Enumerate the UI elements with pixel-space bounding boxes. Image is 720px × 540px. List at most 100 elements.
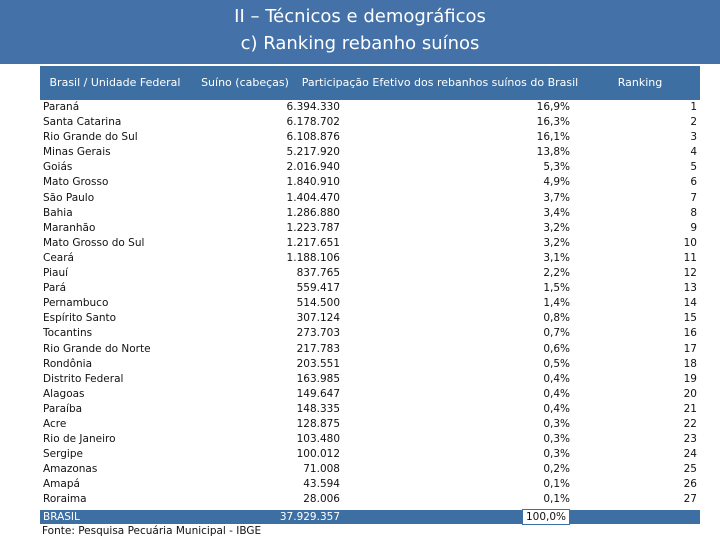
table-row: Pernambuco 514.500 1,4% 14 — [40, 296, 700, 311]
table-row: Rio Grande do Norte 217.783 0,6% 17 — [40, 342, 700, 357]
table-row: Minas Gerais 5.217.920 13,8% 4 — [40, 145, 700, 160]
cell-ranking: 7 — [690, 191, 697, 204]
cell-state: Mato Grosso — [43, 176, 109, 189]
table-row: Alagoas 149.647 0,4% 20 — [40, 387, 700, 402]
table-row: Tocantins 273.703 0,7% 16 — [40, 326, 700, 341]
cell-state: Paraíba — [43, 402, 83, 415]
cell-state: Goiás — [43, 161, 73, 174]
slide-title: II – Técnicos e demográficos — [234, 6, 486, 27]
cell-suino: 837.765 — [296, 267, 340, 280]
cell-suino: 203.551 — [296, 357, 340, 370]
cell-ranking: 10 — [683, 236, 697, 249]
cell-participation: 16,9% — [536, 101, 570, 113]
cell-participation: 0,8% — [543, 312, 570, 325]
total-label: BRASIL — [43, 511, 80, 523]
table-row: São Paulo 1.404.470 3,7% 7 — [40, 191, 700, 206]
cell-state: Alagoas — [43, 387, 85, 400]
cell-state: Rondônia — [43, 357, 92, 370]
cell-participation: 16,1% — [536, 131, 570, 144]
cell-state: Maranhão — [43, 221, 96, 234]
cell-state: Rio Grande do Norte — [43, 342, 151, 355]
cell-ranking: 25 — [683, 463, 697, 476]
table-row: Pará 559.417 1,5% 13 — [40, 281, 700, 296]
cell-state: Bahia — [43, 206, 73, 219]
cell-ranking: 6 — [690, 176, 697, 189]
cell-ranking: 9 — [690, 221, 697, 234]
slide-subtitle: c) Ranking rebanho suínos — [240, 33, 480, 54]
cell-state: Distrito Federal — [43, 372, 124, 385]
cell-participation: 3,7% — [543, 191, 570, 204]
cell-ranking: 12 — [683, 267, 697, 280]
cell-state: Roraima — [43, 493, 87, 506]
cell-participation: 0,3% — [543, 448, 570, 461]
table-row: Espírito Santo 307.124 0,8% 15 — [40, 311, 700, 326]
slide-header: II – Técnicos e demográficos c) Ranking … — [0, 0, 720, 64]
cell-ranking: 21 — [683, 402, 697, 415]
cell-suino: 43.594 — [303, 478, 340, 491]
column-header-state: Brasil / Unidade Federal — [40, 66, 190, 100]
cell-state: São Paulo — [43, 191, 95, 204]
table-row: Amazonas 71.008 0,2% 25 — [40, 462, 700, 477]
cell-suino: 1.188.106 — [286, 251, 340, 264]
table-row: Roraima 28.006 0,1% 27 — [40, 492, 700, 507]
cell-state: Pernambuco — [43, 297, 109, 310]
table-row: Paraíba 148.335 0,4% 21 — [40, 402, 700, 417]
cell-suino: 307.124 — [296, 312, 340, 325]
cell-ranking: 11 — [683, 251, 697, 264]
cell-participation: 4,9% — [543, 176, 570, 189]
table-row: Rondônia 203.551 0,5% 18 — [40, 357, 700, 372]
cell-ranking: 27 — [683, 493, 697, 506]
table-row: Goiás 2.016.940 5,3% 5 — [40, 160, 700, 175]
cell-participation: 3,2% — [543, 221, 570, 234]
cell-state: Espírito Santo — [43, 312, 117, 325]
cell-suino: 5.217.920 — [286, 146, 340, 159]
cell-participation: 0,2% — [543, 463, 570, 476]
cell-suino: 149.647 — [296, 387, 340, 400]
table-row: Bahia 1.286.880 3,4% 8 — [40, 206, 700, 221]
table-row: Mato Grosso 1.840.910 4,9% 6 — [40, 175, 700, 190]
cell-state: Rio de Janeiro — [43, 433, 116, 446]
cell-participation: 3,1% — [543, 251, 570, 264]
cell-state: Tocantins — [43, 327, 93, 340]
cell-state: Amazonas — [43, 463, 98, 476]
cell-suino: 128.875 — [296, 417, 340, 430]
total-suino: 37.929.357 — [279, 511, 340, 523]
total-row: BRASIL 37.929.357 100,0% — [40, 509, 700, 525]
cell-ranking: 20 — [683, 387, 697, 400]
cell-suino: 100.012 — [296, 448, 340, 461]
cell-participation: 16,3% — [536, 116, 570, 129]
column-header-ranking: Ranking — [580, 66, 700, 100]
table-row: Amapá 43.594 0,1% 26 — [40, 477, 700, 492]
cell-suino: 217.783 — [296, 342, 340, 355]
table-row: Piauí 837.765 2,2% 12 — [40, 266, 700, 281]
table-row: Rio de Janeiro 103.480 0,3% 23 — [40, 432, 700, 447]
cell-participation: 5,3% — [543, 161, 570, 174]
table-row: Mato Grosso do Sul 1.217.651 3,2% 10 — [40, 236, 700, 251]
cell-suino: 1.217.651 — [286, 236, 340, 249]
cell-state: Amapá — [43, 478, 80, 491]
table-row: Rio Grande do Sul 6.108.876 16,1% 3 — [40, 130, 700, 145]
cell-ranking: 3 — [690, 131, 697, 144]
cell-state: Minas Gerais — [43, 146, 111, 159]
cell-suino: 28.006 — [303, 493, 340, 506]
cell-ranking: 4 — [690, 146, 697, 159]
cell-ranking: 17 — [683, 342, 697, 355]
table-row: Paraná 6.394.330 16,9% 1 — [40, 100, 700, 115]
cell-ranking: 13 — [683, 282, 697, 295]
table-row: Distrito Federal 163.985 0,4% 19 — [40, 372, 700, 387]
source-note: Fonte: Pesquisa Pecuária Municipal - IBG… — [42, 525, 262, 537]
cell-participation: 0,6% — [543, 342, 570, 355]
cell-suino: 6.394.330 — [286, 101, 340, 113]
cell-participation: 3,2% — [543, 236, 570, 249]
cell-ranking: 8 — [690, 206, 697, 219]
cell-participation: 1,5% — [543, 282, 570, 295]
cell-ranking: 5 — [690, 161, 697, 174]
cell-participation: 0,1% — [543, 478, 570, 491]
cell-suino: 2.016.940 — [286, 161, 340, 174]
cell-participation: 2,2% — [543, 267, 570, 280]
cell-ranking: 2 — [690, 116, 697, 129]
cell-suino: 6.178.702 — [286, 116, 340, 129]
table-row: Maranhão 1.223.787 3,2% 9 — [40, 221, 700, 236]
column-header-participation: Participação Efetivo dos rebanhos suínos… — [300, 66, 580, 100]
cell-ranking: 18 — [683, 357, 697, 370]
